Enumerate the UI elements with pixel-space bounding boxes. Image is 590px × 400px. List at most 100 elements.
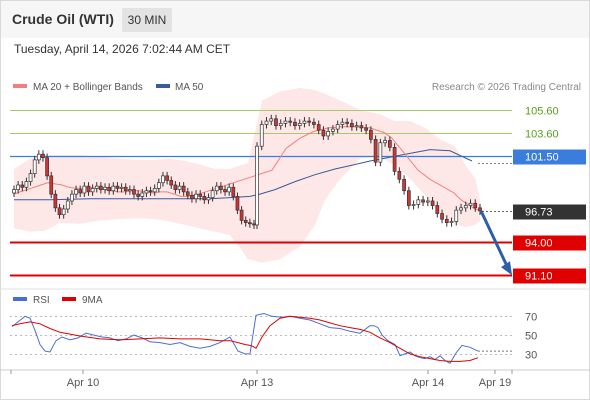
candle-body xyxy=(20,184,25,188)
candle-body xyxy=(61,208,66,216)
candle-body xyxy=(32,159,37,174)
candle-body xyxy=(478,207,482,212)
candle-body xyxy=(406,190,411,206)
candle-body xyxy=(259,124,264,147)
candle-body xyxy=(383,140,387,144)
rsi-ma-line xyxy=(11,315,479,362)
candle-body xyxy=(148,190,153,193)
candle-body xyxy=(340,121,345,125)
rsi-tick-30: 30 xyxy=(525,350,537,362)
candle-body xyxy=(181,185,186,193)
candle-body xyxy=(119,186,124,189)
candle-body xyxy=(36,153,41,161)
candle-body xyxy=(369,129,373,140)
candle-body xyxy=(107,186,112,192)
forecast-arrow-head xyxy=(501,261,512,276)
legend-rsi-ma-label: 9MA xyxy=(82,295,103,306)
candle-body xyxy=(74,189,78,195)
candle-body xyxy=(278,123,283,127)
legend-rsi-label: RSI xyxy=(33,295,50,306)
pivot-badge xyxy=(513,149,586,165)
x-tick-label: Apr 14 xyxy=(412,377,444,389)
candle-body xyxy=(86,185,91,193)
candle-body xyxy=(53,193,58,209)
timeframe-button[interactable]: 30 MIN xyxy=(122,8,172,32)
candle-body xyxy=(70,193,74,202)
candle-body xyxy=(45,157,49,177)
candle-body xyxy=(269,118,274,122)
candle-body xyxy=(364,127,368,131)
candle-body xyxy=(128,189,132,192)
legend-ma50-swatch xyxy=(156,84,170,88)
candle-body xyxy=(94,185,99,189)
candle-body xyxy=(421,199,425,203)
candle-body xyxy=(392,146,397,172)
candle-body xyxy=(302,120,307,124)
candle-body xyxy=(402,178,406,192)
candle-body xyxy=(65,200,70,210)
rsi-line xyxy=(11,312,479,364)
candle-body xyxy=(297,123,302,127)
candle-body xyxy=(194,193,198,200)
candle-body xyxy=(123,186,128,192)
candle-body xyxy=(326,131,331,137)
last-price-label: 96.73 xyxy=(525,207,553,219)
candle-body xyxy=(99,185,103,190)
copyright-label: Research © 2026 Trading Central xyxy=(432,82,581,93)
candle-body xyxy=(397,170,402,180)
candle-body xyxy=(16,184,20,190)
candle-body xyxy=(214,185,219,192)
candle-body xyxy=(206,197,211,201)
candle-body xyxy=(185,191,190,196)
candle-body xyxy=(78,189,83,194)
candle-body xyxy=(435,205,440,214)
candle-body xyxy=(440,213,444,220)
candle-body xyxy=(24,181,29,188)
candle-body xyxy=(156,182,161,189)
candle-body xyxy=(115,185,120,189)
candle-body xyxy=(210,190,215,198)
legend-rsi-ma-swatch xyxy=(62,297,76,301)
candle-body xyxy=(103,186,107,190)
candle-body xyxy=(219,185,223,190)
candle-body xyxy=(463,205,468,209)
candle-body xyxy=(57,207,62,216)
ma20-line xyxy=(13,126,483,212)
candle-body xyxy=(416,199,421,205)
candle-body xyxy=(454,209,459,222)
candle-body xyxy=(388,140,392,148)
legend-rsi-swatch xyxy=(13,297,27,301)
candle-body xyxy=(288,120,293,123)
resistance-label-1: 103.60 xyxy=(525,129,559,141)
candle-body xyxy=(255,145,259,226)
candle-body xyxy=(177,185,182,190)
candle-body xyxy=(468,202,473,206)
candle-body xyxy=(190,194,194,200)
candle-body xyxy=(378,142,383,163)
candle-body xyxy=(283,120,288,124)
x-tick-label: Apr 13 xyxy=(241,377,273,389)
ma50-line xyxy=(14,149,473,201)
forecast-arrow-shaft xyxy=(479,210,510,269)
support-badge-4 xyxy=(513,235,586,251)
candle-body xyxy=(239,209,244,221)
candle-body xyxy=(459,207,463,211)
candle-body xyxy=(345,121,349,124)
resistance-label-0: 105.60 xyxy=(525,106,559,118)
header-bar: Crude Oil (WTI) 30 MIN xyxy=(1,1,589,38)
legend-ma50-label: MA 50 xyxy=(175,82,204,93)
candle-body xyxy=(144,190,149,194)
candle-body xyxy=(49,175,54,195)
datetime-label: Tuesday, April 14, 2026 7:02:44 AM CET xyxy=(14,42,231,56)
legend-ma20-label: MA 20 + Bollinger Bands xyxy=(33,82,143,93)
candle-body xyxy=(307,120,312,123)
candle-body xyxy=(321,129,326,137)
candle-body xyxy=(359,125,364,129)
candle-body xyxy=(227,186,232,193)
x-tick-label: Apr 19 xyxy=(479,377,511,389)
rsi-tick-70: 70 xyxy=(525,312,537,324)
support-label-4: 94.00 xyxy=(525,238,553,250)
candle-body xyxy=(331,128,335,132)
x-tick-label: Apr 10 xyxy=(67,377,99,389)
